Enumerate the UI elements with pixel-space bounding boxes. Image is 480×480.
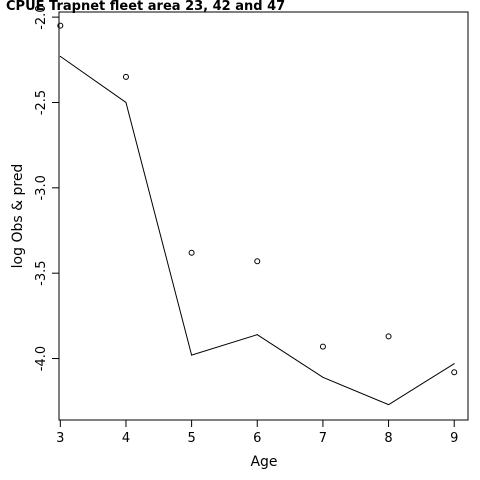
observed-point bbox=[57, 22, 64, 29]
observed-point bbox=[385, 333, 392, 340]
y-tick-label: -2.0 bbox=[34, 4, 49, 29]
x-tick-label: 8 bbox=[384, 431, 392, 446]
x-axis: 3 4 5 6 7 8 9 bbox=[56, 420, 458, 446]
y-tick-label: -3.0 bbox=[34, 175, 49, 200]
x-tick-label: 6 bbox=[253, 431, 261, 446]
y-tick-label: -2.5 bbox=[34, 90, 49, 115]
y-tick-label: -3.5 bbox=[34, 261, 49, 286]
predicted-line-vertex bbox=[59, 55, 61, 57]
observed-point bbox=[122, 73, 129, 80]
observed-point bbox=[451, 369, 458, 376]
predicted-line bbox=[60, 55, 455, 406]
x-tick-label: 7 bbox=[319, 431, 327, 446]
predicted-line-vertex bbox=[256, 334, 258, 336]
observed-points-series bbox=[57, 22, 458, 376]
y-tick-label: -4.0 bbox=[34, 346, 49, 371]
observed-point bbox=[188, 249, 195, 256]
predicted-line-vertex bbox=[191, 354, 193, 356]
x-tick-label: 5 bbox=[187, 431, 195, 446]
observed-point bbox=[319, 343, 326, 350]
plot-frame bbox=[58, 11, 469, 421]
chart-title: CPUE Trapnet fleet area 23, 42 and 47 bbox=[6, 0, 286, 14]
predicted-line-vertex bbox=[453, 363, 455, 365]
x-axis-label: Age bbox=[250, 454, 277, 470]
predicted-line-vertex bbox=[125, 101, 127, 103]
observed-point bbox=[254, 258, 261, 265]
x-tick-label: 3 bbox=[56, 431, 64, 446]
predicted-line-series bbox=[59, 55, 455, 406]
y-axis: -2.0 -2.5 -3.0 -3.5 -4.0 bbox=[34, 4, 59, 371]
x-tick-label: 4 bbox=[122, 431, 130, 446]
predicted-line-vertex bbox=[388, 404, 390, 406]
y-axis-label: log Obs & pred bbox=[10, 164, 26, 269]
x-tick-label: 9 bbox=[450, 431, 458, 446]
predicted-line-vertex bbox=[322, 376, 324, 378]
